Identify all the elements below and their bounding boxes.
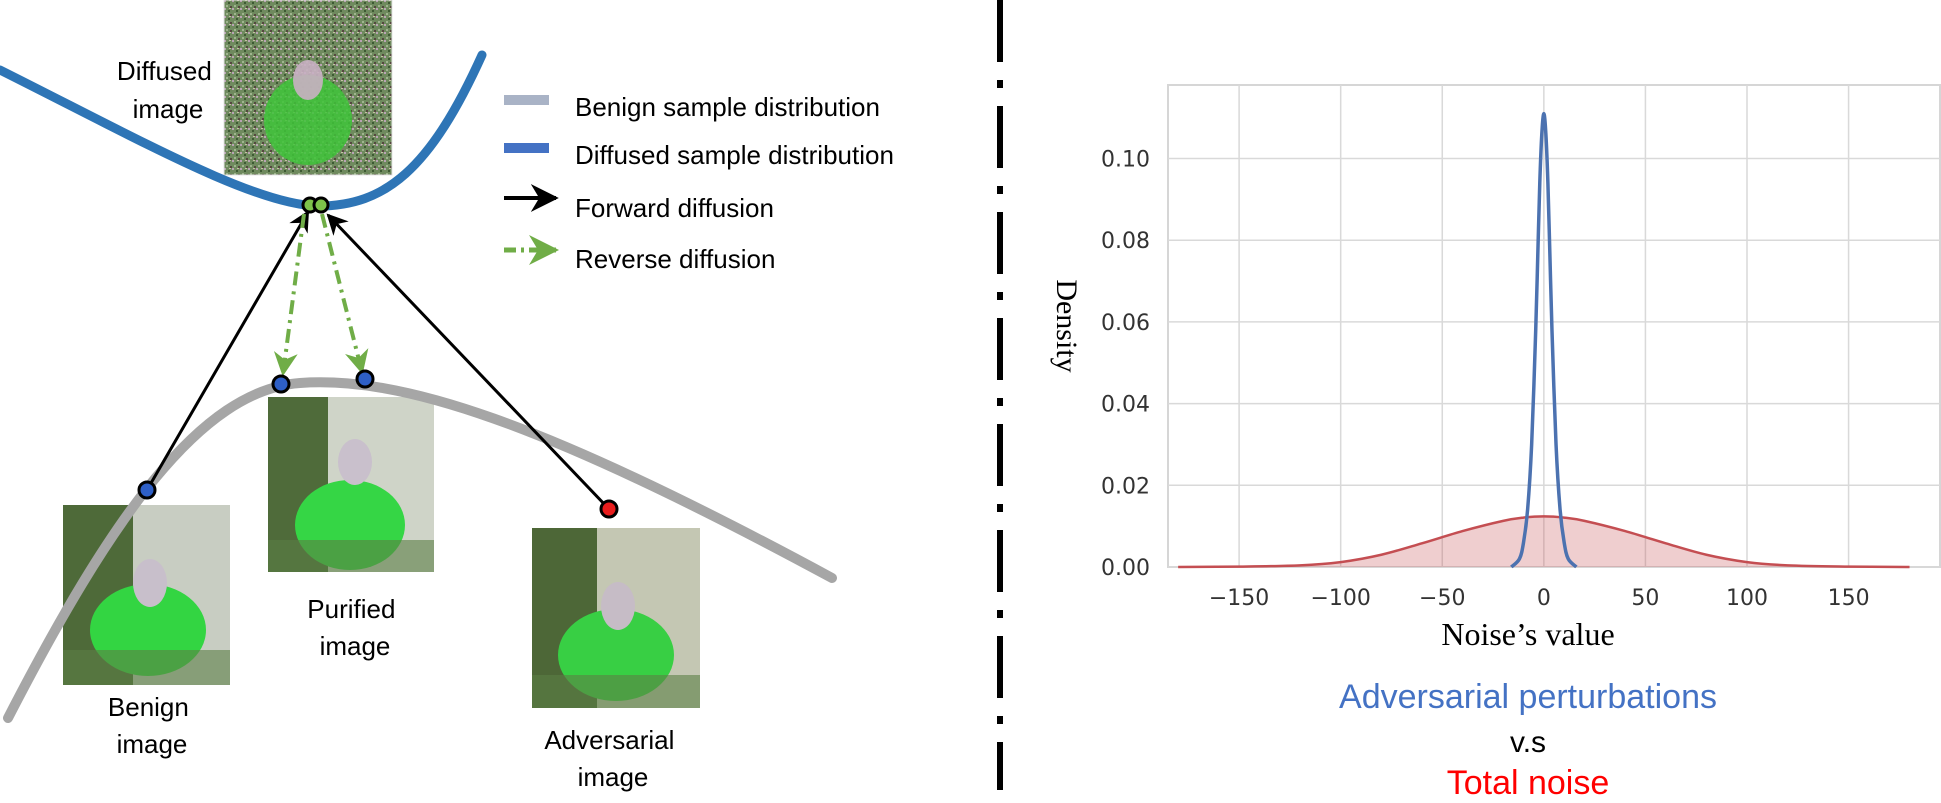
caption-adversarial-perturbations: Adversarial perturbations [1339,678,1717,716]
benign-image-thumbnail [63,505,230,685]
density-chart: −150 −100 −50 0 50 100 150 0.000.020.040.060.0… [1050,84,1941,802]
legend-label-forward: Forward diffusion [575,193,774,223]
y-tick-label: 0.08 [1101,229,1150,254]
caption-vs: v.s [1510,726,1546,759]
purified-point [271,374,291,394]
legend-label-reverse: Reverse diffusion [575,244,775,274]
series-line-adversarial-perturbations [1510,111,1578,569]
forward-diffusion-arrow [326,213,610,510]
x-ticks: −150 −100 −50 0 50 100 150 [1209,586,1870,611]
y-tick-label: 0.10 [1101,148,1150,173]
series-line-total-noise [1178,515,1910,569]
y-axis-label: Density [1050,279,1083,372]
diffused-point [312,196,330,214]
caption-total-noise: Total noise [1447,764,1610,802]
y-ticks: 0.00 0.02 0.04 0.06 0.08 0.10 [1101,148,1150,581]
benign-sample-distribution-curve [3,377,837,723]
benign-point [137,480,157,500]
forward-diffusion-arrow [145,210,310,491]
reverse-diffusion-arrow [320,213,369,375]
y-tick-label: 0.02 [1101,474,1150,499]
x-tick-label: −50 [1419,586,1465,611]
reverse-diffusion-arrow [273,213,306,377]
x-tick-label: 0 [1537,586,1551,611]
diffused-image-thumbnail [223,0,393,176]
adversarial-point [599,499,619,519]
legend-label-benign: Benign sample distribution [575,92,880,122]
y-tick-label: 0.04 [1101,393,1150,418]
x-tick-label: −150 [1209,586,1269,611]
x-tick-label: 50 [1631,586,1659,611]
legend: Benign sample distribution Diffused samp… [504,92,894,274]
adversarial-image-label: Adversarial image [544,725,681,792]
y-tick-label: 0.00 [1101,556,1150,581]
benign-image-label: Benign image [108,692,196,759]
x-tick-label: 150 [1828,586,1870,611]
purified-point [355,369,375,389]
diagram: Diffused image Purified image Benign ima… [0,0,894,792]
chart-grid [1168,85,1940,568]
purified-image-thumbnail [268,397,434,572]
chart-series [1178,111,1910,569]
diffused-image-label: Diffused image [117,56,219,124]
plot-area [1167,84,1941,568]
x-tick-label: 100 [1726,586,1768,611]
legend-label-diffused: Diffused sample distribution [575,140,894,170]
purified-image-label: Purified image [307,594,402,661]
series-area-total-noise [1178,516,1910,567]
adversarial-image-thumbnail [532,528,700,708]
y-tick-label: 0.06 [1101,311,1150,336]
x-axis-label: Noise’s value [1441,616,1614,652]
x-tick-label: −100 [1310,586,1370,611]
